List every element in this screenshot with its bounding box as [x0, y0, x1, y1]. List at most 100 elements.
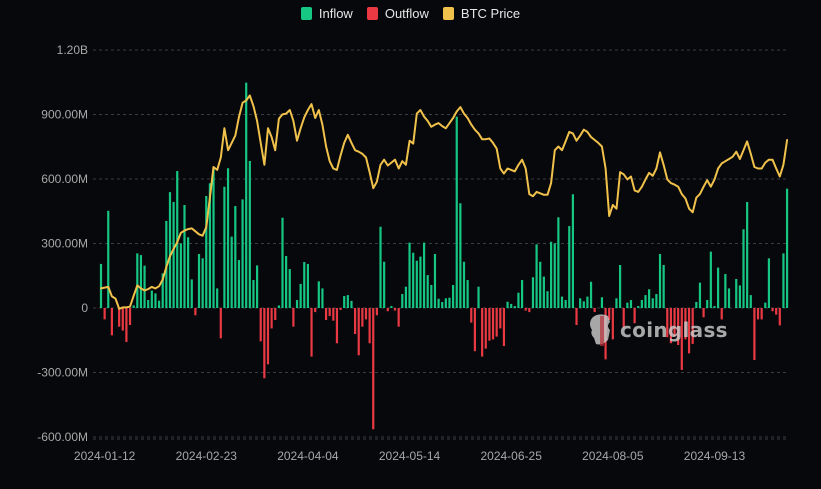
inflow-bar: [441, 301, 444, 308]
inflow-bar: [168, 192, 172, 308]
inflow-bar: [785, 188, 789, 308]
inflow-bar: [459, 203, 462, 308]
inflow-bar: [321, 288, 324, 308]
btc-price-line: [100, 94, 789, 310]
outflow-bar: [219, 308, 222, 339]
x-tick-label: 2024-02-23: [176, 449, 238, 463]
inflow-bar: [560, 296, 564, 308]
outflow-bar: [775, 308, 778, 315]
inflow-bar: [343, 295, 346, 308]
outflow-bar: [684, 308, 687, 340]
x-tick-label: 2024-06-25: [480, 449, 542, 463]
btc-price-swatch: [442, 7, 454, 20]
inflow-bar: [433, 254, 437, 308]
outflow-bar: [339, 308, 342, 310]
y-tick-label: 900.00M: [41, 108, 88, 122]
legend: Inflow Outflow BTC Price: [0, 6, 821, 21]
inflow-bar: [252, 280, 255, 308]
outflow-bar: [103, 308, 106, 320]
inflow-bar: [738, 285, 741, 308]
inflow-bar: [277, 305, 280, 308]
outflow-bar: [491, 308, 495, 340]
inflow-bar: [546, 291, 549, 308]
inflow-bar: [713, 306, 716, 308]
inflow-bar: [782, 253, 785, 308]
inflow-bar: [749, 295, 752, 308]
inflow-bar: [379, 226, 382, 308]
inflow-bar: [408, 242, 411, 308]
outflow-bar: [753, 308, 756, 361]
inflow-bar: [437, 298, 440, 308]
inflow-bar: [132, 305, 135, 308]
outflow-bar: [314, 308, 317, 313]
outflow-bar: [575, 308, 578, 325]
inflow-bar: [285, 255, 288, 308]
inflow-bar: [197, 254, 201, 308]
inflow-bar: [655, 294, 658, 308]
x-tick-label: 2024-01-12: [74, 449, 136, 463]
outflow-bar: [499, 308, 502, 329]
inflow-bar: [245, 82, 248, 309]
inflow-bar: [350, 300, 353, 308]
outflow-bar: [666, 308, 669, 338]
inflow-swatch: [300, 7, 312, 20]
inflow-bar: [455, 116, 458, 309]
outflow-bar: [687, 308, 691, 354]
inflow-bar: [422, 242, 426, 308]
inflow-bar: [531, 277, 535, 308]
inflow-bar: [212, 166, 215, 308]
inflow-bar: [571, 194, 574, 308]
inflow-bar: [557, 217, 560, 308]
inflow-bar: [223, 186, 226, 308]
x-axis-ticks: 2024-01-12 2024-02-23 2024-04-04 2024-05-14…: [74, 449, 746, 463]
inflow-bar: [183, 205, 186, 308]
inflow-bar: [698, 282, 702, 308]
inflow-bar: [248, 160, 251, 308]
y-tick-label: 0: [81, 301, 88, 315]
inflow-bar: [746, 202, 749, 308]
y-tick-label: 1.20B: [57, 43, 88, 57]
outflow-bar: [292, 308, 295, 327]
inflow-bar: [139, 255, 143, 308]
outflow-bar: [488, 308, 491, 341]
outflow-bar: [121, 308, 124, 331]
outflow-bar: [368, 308, 371, 344]
outflow-bar: [720, 308, 723, 320]
inflow-bar: [651, 298, 654, 308]
legend-label: BTC Price: [460, 6, 521, 21]
inflow-bar: [466, 280, 469, 308]
inflow-bar: [618, 265, 622, 308]
inflow-bar: [452, 284, 455, 308]
outflow-bar: [593, 308, 596, 313]
inflow-bar: [579, 298, 582, 308]
legend-item-outflow[interactable]: Outflow: [366, 6, 429, 21]
inflow-bar: [510, 303, 513, 308]
inflow-bar: [448, 297, 451, 308]
inflow-bar: [513, 306, 516, 308]
outflow-bar: [611, 308, 614, 340]
inflow-bar: [412, 252, 415, 308]
outflow-bar: [125, 308, 128, 342]
legend-item-inflow[interactable]: Inflow: [300, 6, 353, 21]
inflow-bar: [415, 260, 418, 308]
inflow-bar: [764, 302, 767, 308]
inflow-bar: [157, 300, 161, 308]
outflow-bar: [702, 308, 705, 318]
inflow-bar: [143, 265, 146, 308]
inflow-bar: [154, 293, 157, 308]
legend-item-btc-price[interactable]: BTC Price: [442, 6, 521, 21]
inflow-bar: [626, 302, 629, 308]
outflow-bar: [495, 308, 498, 337]
inflow-bar: [147, 300, 150, 308]
watermark-text: coinglass: [620, 318, 728, 342]
inflow-bar: [535, 244, 538, 308]
inflow-bar: [208, 183, 211, 308]
outflow-bar: [259, 308, 262, 342]
inflow-bar: [506, 301, 509, 308]
inflow-bar: [383, 261, 386, 308]
inflow-bar: [706, 300, 709, 308]
inflow-bar: [520, 280, 524, 308]
outflow-bar: [118, 308, 121, 327]
outflow-bar: [354, 308, 357, 335]
outflow-bar: [397, 308, 400, 327]
